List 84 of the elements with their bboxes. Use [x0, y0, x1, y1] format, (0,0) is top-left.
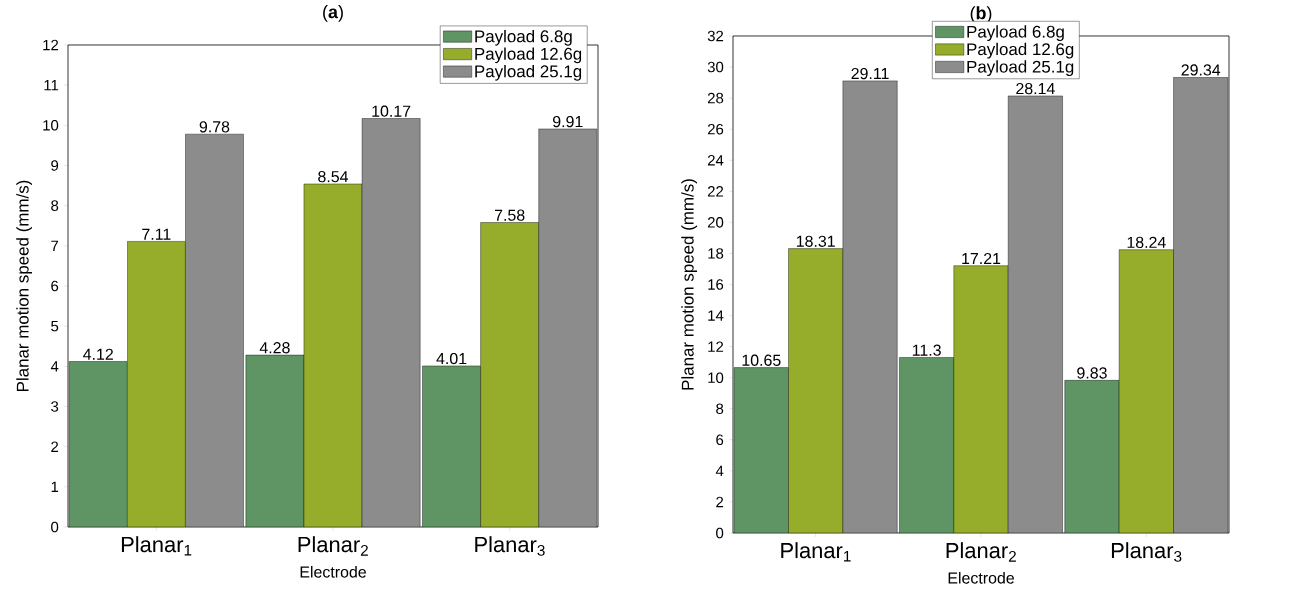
data-label: 9.91 — [553, 115, 583, 128]
bar — [480, 222, 539, 527]
bar — [899, 357, 954, 533]
bar — [69, 361, 128, 527]
y-tick-label: 4 — [50, 361, 59, 372]
data-label: 17.21 — [962, 252, 1001, 265]
data-label: 4.01 — [436, 352, 467, 365]
bar — [303, 183, 363, 527]
x-tick-label: Planar$_{1}$ — [781, 542, 851, 562]
bar — [734, 367, 789, 533]
y-tick-label: 6 — [51, 280, 59, 292]
y-tick-label: 18 — [708, 248, 724, 259]
data-label: 7.58 — [494, 209, 525, 221]
bar — [185, 134, 244, 527]
bar — [127, 241, 186, 527]
data-label: 9.83 — [1077, 367, 1107, 379]
legend-label: Payload 12.6g — [967, 42, 1074, 59]
y-tick-label: 22 — [707, 186, 724, 197]
bar — [842, 80, 898, 533]
x-axis-title: Electrode — [948, 571, 1014, 584]
bar — [538, 128, 598, 527]
data-label: 29.34 — [1181, 64, 1221, 76]
y-tick-label: 0 — [51, 521, 59, 533]
y-tick-label: 28 — [707, 92, 724, 104]
legend-label: Payload 25.1g — [967, 60, 1074, 77]
y-tick-label: 12 — [708, 341, 724, 352]
legend-label: Payload 12.6g — [475, 47, 582, 64]
data-label: 18.31 — [796, 235, 835, 247]
y-tick-label: 4 — [715, 465, 724, 477]
bar — [953, 265, 1009, 533]
bar — [1064, 380, 1120, 533]
y-tick-label: 3 — [51, 401, 59, 412]
y-tick-label: 9 — [51, 160, 59, 171]
data-label: 8.54 — [318, 170, 349, 183]
y-tick-label: 26 — [707, 123, 724, 135]
y-tick-label: 7 — [51, 240, 59, 251]
y-tick-label: 14 — [708, 310, 724, 321]
bar — [422, 365, 481, 527]
data-label: 4.12 — [83, 348, 113, 360]
legend-label: Payload 6.8g — [967, 25, 1064, 42]
bar — [245, 355, 304, 527]
y-tick-label: 10 — [708, 372, 724, 383]
y-tick-label: 5 — [51, 320, 59, 332]
x-tick-label: Planar$_{1}$ — [121, 536, 192, 556]
y-tick-label: 8 — [51, 200, 59, 211]
legend-label: Payload 6.8g — [475, 29, 572, 46]
bar — [362, 118, 421, 527]
data-label: 10.17 — [372, 105, 411, 117]
y-tick-label: 2 — [51, 441, 59, 452]
data-label: 4.28 — [259, 342, 290, 354]
data-label: 10.65 — [742, 354, 781, 366]
x-tick-label: Planar$_{3}$ — [1111, 542, 1182, 562]
x-tick-label: Planar$_{3}$ — [475, 536, 545, 556]
chart-title: (b) — [970, 6, 992, 23]
data-label: 29.11 — [851, 67, 889, 80]
data-label: 11.3 — [912, 344, 941, 356]
y-tick-label: 30 — [707, 61, 724, 73]
chart-title: (a) — [323, 5, 343, 22]
bar — [1118, 249, 1174, 533]
y-tick-label: 1 — [51, 481, 59, 492]
y-tick-label: 8 — [716, 403, 724, 415]
bar — [788, 248, 843, 533]
y-tick-label: 11 — [44, 80, 59, 91]
y-tick-label: 32 — [707, 30, 724, 42]
x-tick-label: Planar$_{2}$ — [946, 542, 1016, 562]
y-axis-title: Planar motion speed (mm/s) — [16, 180, 33, 391]
y-tick-label: 6 — [716, 434, 724, 446]
x-axis-title: Electrode — [300, 565, 366, 578]
data-label: 9.78 — [199, 121, 230, 133]
data-label: 7.11 — [142, 228, 171, 240]
bar — [1173, 77, 1229, 533]
data-label: 18.24 — [1127, 236, 1166, 249]
y-tick-label: 16 — [708, 279, 724, 290]
y-tick-label: 20 — [707, 217, 724, 228]
data-label: 28.14 — [1016, 82, 1055, 95]
x-tick-label: Planar$_{2}$ — [298, 536, 368, 556]
y-tick-label: 0 — [716, 527, 724, 539]
bar — [1008, 95, 1063, 533]
y-axis-title: Planar motion speed (mm/s) — [681, 179, 698, 390]
legend-label: Payload 25.1g — [475, 64, 582, 81]
y-tick-label: 10 — [43, 120, 59, 131]
y-tick-label: 12 — [43, 39, 59, 51]
y-tick-label: 2 — [716, 496, 724, 508]
y-tick-label: 24 — [707, 155, 724, 166]
